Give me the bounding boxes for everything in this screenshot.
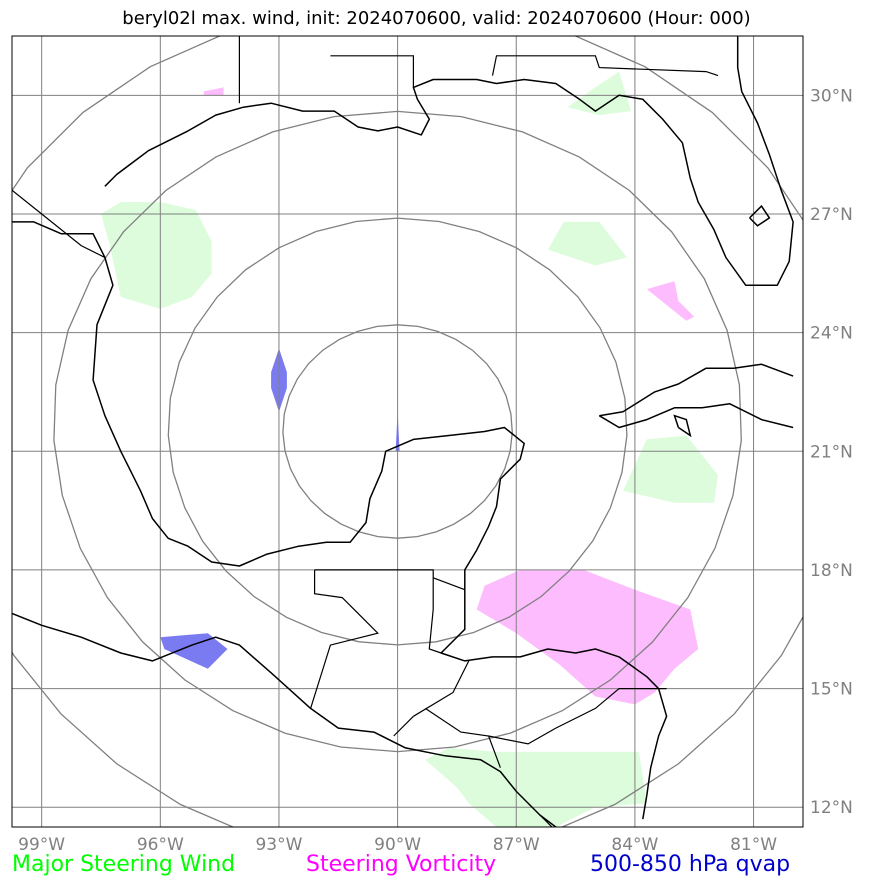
steering-wind-region [567,71,631,116]
gridlines [12,36,803,827]
lon-tick-label: 90°W [374,835,421,855]
lat-tick-label: 27°N [810,205,853,225]
country-border [491,55,719,77]
lon-tick-label: 81°W [730,835,777,855]
range-ring [167,217,628,646]
island-outline [673,414,692,438]
lat-tick-label: 30°N [810,86,853,106]
country-border [413,660,470,717]
country-border [488,687,667,745]
lat-tick-label: 15°N [810,680,853,700]
country-border [314,569,442,654]
legend-major-steering-wind: Major Steering Wind [12,852,236,877]
steering-vorticity-region [646,281,695,321]
lat-tick-label: 24°N [810,324,853,344]
country-border [12,189,106,259]
lon-tick-label: 93°W [255,835,302,855]
country-border [432,577,466,591]
coastlines [12,36,873,827]
steering-vorticity-region [476,569,699,705]
country-border [393,715,414,737]
lon-tick-label: 96°W [137,835,184,855]
tick-labels: 99°W 96°W 93°W 90°W 87°W 84°W 81°W 30°N 27°N 24°N… [18,86,853,855]
steering-wind-region [547,221,627,266]
lat-tick-label: 12°N [810,798,853,818]
lon-tick-label: 84°W [611,835,658,855]
steering-wind-region [623,435,718,503]
island-outline [749,204,771,227]
lon-tick-label: 99°W [18,835,65,855]
map-title: beryl02l max. wind, init: 2024070600, va… [122,8,751,29]
range-rings [12,36,803,827]
country-border [330,55,414,88]
lat-tick-label: 18°N [810,561,853,581]
map-frame [12,36,803,827]
country-border [539,814,553,827]
lat-tick-label: 21°N [810,442,853,462]
country-border [310,569,379,709]
lon-tick-label: 87°W [493,835,540,855]
steering-wind-region [101,202,212,309]
map-border [11,35,804,828]
coastline [12,221,668,820]
range-ring [282,324,513,539]
country-border [424,707,501,768]
qvap-region [160,633,228,669]
range-ring [53,110,742,753]
coastline [599,363,794,417]
coastline [598,403,794,429]
coastline [104,36,794,286]
island-outline [852,392,873,420]
legend-steering-vorticity: Steering Vorticity [306,852,497,877]
steering-vorticity-region [203,87,224,96]
legend-qvap: 500-850 hPa qvap [590,852,791,877]
